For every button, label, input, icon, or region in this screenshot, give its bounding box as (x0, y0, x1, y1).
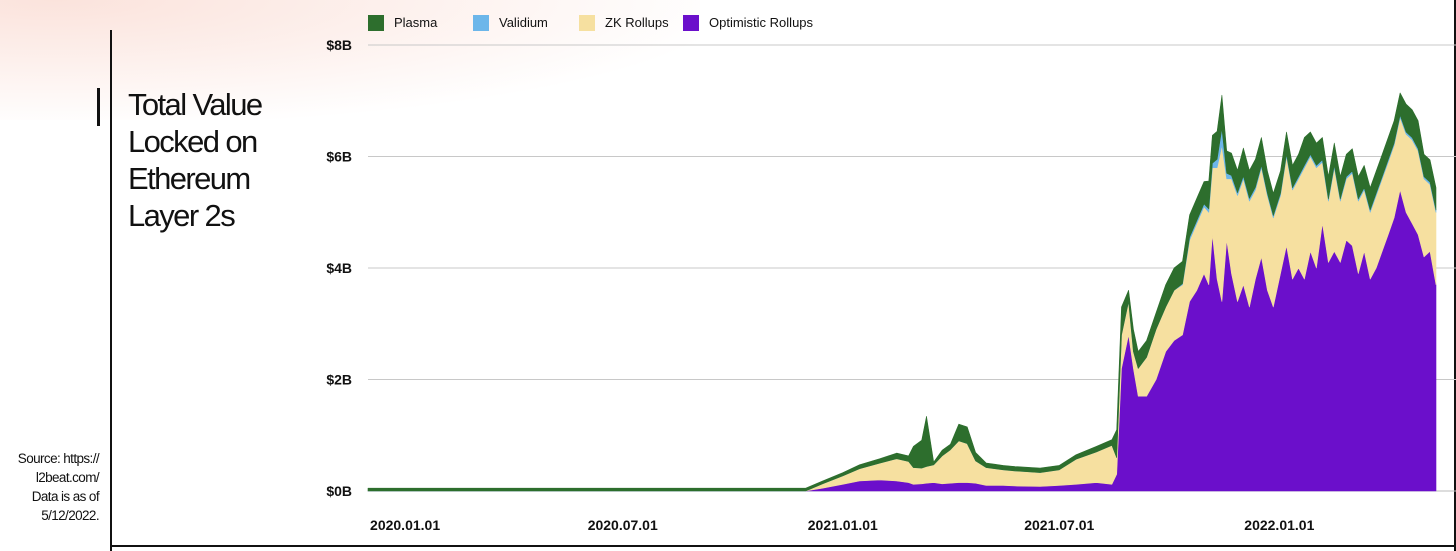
title-accent-bar (97, 88, 100, 126)
legend-label-plasma: Plasma (394, 15, 438, 30)
y-tick-label-2: $4B (326, 260, 352, 276)
legend-label-zk-rollups: ZK Rollups (605, 15, 669, 30)
x-axis-labels: 2020.01.01 2020.07.01 2021.01.01 2021.07.01… (370, 517, 1315, 533)
x-tick-label-2: 2021.01.01 (808, 517, 878, 533)
source-line-2: l2beat.com/ (35, 470, 100, 485)
x-tick-label-1: 2020.07.01 (588, 517, 658, 533)
page-title: Total Value Locked on Ethereum Layer 2s (128, 87, 263, 233)
x-tick-label-0: 2020.01.01 (370, 517, 440, 533)
area-plasma (367, 92, 1437, 492)
x-tick-label-4: 2022.01.01 (1244, 517, 1314, 533)
y-axis-labels: $0B $2B $4B $6B $8B (326, 37, 352, 499)
legend-swatch-validium (473, 15, 489, 31)
legend-label-validium: Validium (499, 15, 548, 30)
legend-swatch-plasma (368, 15, 384, 31)
source-line-4: 5/12/2022. (41, 508, 99, 523)
legend-swatch-zk-rollups (579, 15, 595, 31)
right-border (1454, 0, 1456, 551)
legend-label-optimistic-rollups: Optimistic Rollups (709, 15, 814, 30)
source-line-1: Source: https:// (17, 451, 100, 466)
source-note: Source: https:// l2beat.com/ Data is as … (0, 449, 100, 525)
left-divider (110, 30, 112, 551)
source-line-3: Data is as of (31, 489, 100, 504)
stacked-areas (367, 92, 1437, 492)
y-tick-label-3: $6B (326, 149, 352, 165)
bottom-divider (110, 545, 1456, 547)
y-tick-label-0: $0B (326, 483, 352, 499)
y-tick-label-4: $8B (326, 37, 352, 53)
legend: Plasma Validium ZK Rollups Optimistic Rollu… (368, 15, 814, 31)
x-tick-label-3: 2021.07.01 (1024, 517, 1094, 533)
legend-swatch-optimistic-rollups (683, 15, 699, 31)
y-tick-label-1: $2B (326, 372, 352, 388)
